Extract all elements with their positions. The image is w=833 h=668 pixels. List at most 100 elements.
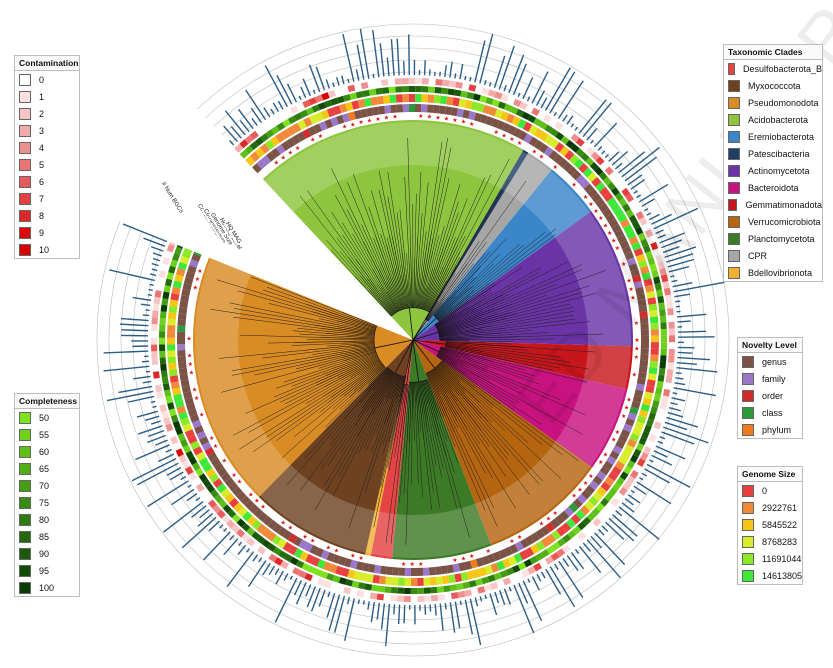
completeness-cell <box>575 148 585 158</box>
legend-item: Patescibacteria <box>724 145 822 162</box>
bgc-bar <box>593 122 618 148</box>
genome-size-cell <box>454 573 463 583</box>
legend-label: 90 <box>39 548 50 559</box>
bgc-bar <box>223 125 238 142</box>
bgc-bar <box>649 459 654 463</box>
bgc-bar <box>298 95 302 101</box>
completeness-cell <box>625 209 635 218</box>
novelty-cell <box>622 423 633 433</box>
tree-branch <box>368 367 386 385</box>
completeness-cell <box>453 89 462 97</box>
legend-label: 65 <box>39 463 50 474</box>
contamination-cell <box>165 423 174 432</box>
tree-branch <box>409 379 428 383</box>
contamination-cell <box>327 90 337 98</box>
novelty-cell <box>191 419 202 429</box>
genome-size-cell <box>187 434 198 444</box>
tree-branch <box>302 343 375 351</box>
tree-branch <box>437 435 457 508</box>
leaf-tip-band <box>260 464 375 553</box>
novelty-cell <box>605 213 616 223</box>
contamination-cell <box>667 308 674 316</box>
tree-branch <box>405 382 411 455</box>
novelty-cell <box>625 417 635 427</box>
contamination-cell <box>397 595 405 602</box>
completeness-cell <box>165 395 173 404</box>
bgc-bar <box>508 586 512 592</box>
tree-branch <box>468 282 496 301</box>
novelty-cell <box>266 151 276 162</box>
novelty-cell <box>313 123 323 134</box>
completeness-cell <box>505 567 515 576</box>
bgc-bar <box>148 288 153 292</box>
tree-branch <box>331 168 380 269</box>
hq-star: ★ <box>384 115 389 122</box>
completeness-cell <box>159 324 166 332</box>
bgc-bar <box>670 275 675 278</box>
tree-branch <box>476 253 501 278</box>
genome-size-cell <box>623 224 634 234</box>
tree-branch <box>425 235 440 288</box>
novelty-cell <box>634 389 644 398</box>
legend-item: 1 <box>15 88 79 105</box>
legend-swatch <box>19 581 31 594</box>
bgc-bar <box>648 213 660 221</box>
contamination-cell <box>531 107 541 117</box>
legend-item: Myxococcota <box>724 77 822 94</box>
tree-branch <box>292 330 326 334</box>
novelty-legend: Novelty Level genus family order class phylu… <box>737 337 803 439</box>
contamination-cell <box>561 544 571 554</box>
contamination-cell <box>575 137 585 147</box>
contamination-cell <box>448 80 457 88</box>
tree-branch <box>375 398 391 434</box>
tree-branch <box>357 372 395 437</box>
bgc-bar <box>258 557 263 563</box>
tree-branch <box>440 347 470 357</box>
bgc-bar <box>517 92 521 98</box>
tree-branch <box>437 419 455 474</box>
leaf-tip-band <box>475 441 591 544</box>
bgc-bar <box>151 262 159 267</box>
hq-star: ★ <box>588 473 593 480</box>
bgc-bar <box>356 44 365 80</box>
completeness-cell <box>612 482 622 492</box>
annotation-rings <box>151 78 676 603</box>
contamination-cell <box>363 591 371 599</box>
novelty-cell <box>434 566 442 575</box>
completeness-cell <box>261 539 271 549</box>
legend-item: 7 <box>15 190 79 207</box>
tree-branch <box>440 362 494 406</box>
hq-star: ★ <box>288 524 293 531</box>
legend-item: 14613805 <box>738 567 802 584</box>
bgc-bar <box>653 450 668 458</box>
tree-branch <box>232 353 332 371</box>
bgc-bar <box>342 33 355 82</box>
novelty-cell <box>207 452 218 462</box>
tree-branch <box>332 407 379 496</box>
contamination-cell <box>349 588 358 596</box>
legend-title: Contamination <box>15 56 79 71</box>
contamination-cell <box>548 117 558 127</box>
bgc-bar <box>643 208 649 212</box>
hq-star: ★ <box>626 396 631 403</box>
novelty-cell <box>626 257 637 266</box>
contamination-cell <box>158 269 167 279</box>
novelty-cell <box>272 523 283 534</box>
bgc-bar <box>527 578 531 583</box>
tree-branch <box>422 414 434 492</box>
completeness-cell <box>650 406 658 415</box>
genome-size-cell <box>472 568 481 579</box>
completeness-cell <box>305 107 315 116</box>
genome-size-cell <box>326 107 336 118</box>
tree-branch <box>464 390 506 431</box>
genome-size-cell <box>650 342 659 349</box>
tree-branch <box>438 304 512 332</box>
novelty-cell <box>490 118 500 128</box>
contamination-cell <box>668 328 675 336</box>
contamination-cell <box>298 570 307 579</box>
tree-branch <box>412 320 428 341</box>
genome-size-cell <box>286 125 296 136</box>
novelty-cell <box>629 406 639 415</box>
tree-branch <box>429 371 458 422</box>
